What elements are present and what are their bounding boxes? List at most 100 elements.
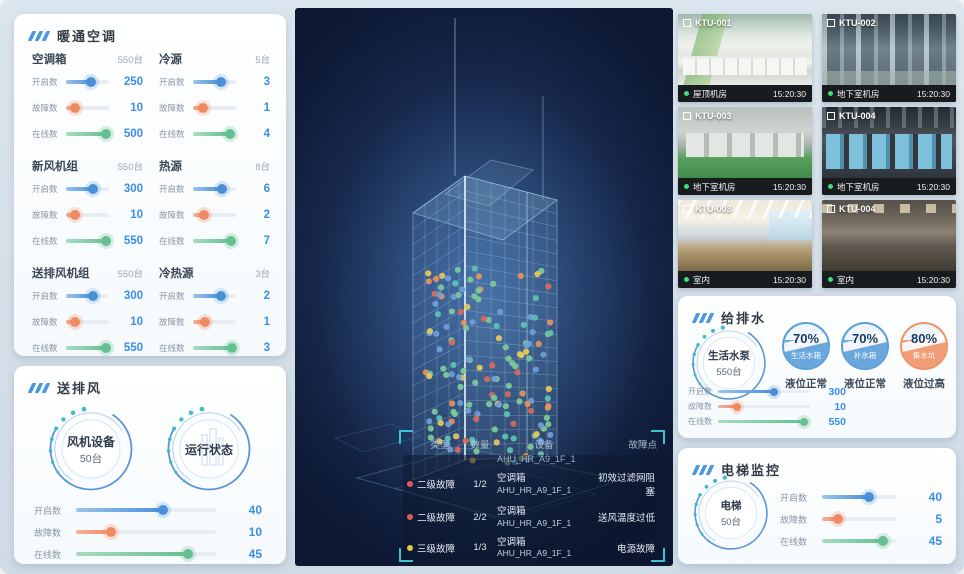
- slider-handle[interactable]: [770, 387, 779, 396]
- slider-track[interactable]: [193, 129, 236, 139]
- slider-track[interactable]: [66, 77, 109, 87]
- device-status-dot: [495, 401, 503, 408]
- slider-track[interactable]: [822, 492, 896, 502]
- camera-tile-KTU-001[interactable]: KTU-001 屋顶机房 15:20:30: [678, 14, 812, 102]
- slider-label: 故障数: [34, 527, 62, 538]
- device-status-dot: [493, 322, 500, 330]
- fault-row[interactable]: 二级故障 1/2 空调箱 AHU_HR_A9_1F_1 初效过滤网阻塞: [403, 466, 661, 502]
- slider-track[interactable]: [66, 236, 112, 246]
- slider-label: 开启数: [32, 291, 58, 301]
- device-status-dot: [485, 316, 492, 324]
- panel-title: 暖通空调: [57, 29, 118, 44]
- device-status-dot: [547, 330, 554, 337]
- building-icon: [201, 427, 224, 466]
- slider-value: 250: [123, 76, 143, 88]
- slider-handle[interactable]: [70, 210, 81, 220]
- slider-handle[interactable]: [833, 514, 844, 524]
- slider-handle[interactable]: [85, 77, 96, 87]
- slider-track[interactable]: [718, 402, 810, 411]
- fault-table-body: AHU_HR_A9_1F_1 二级故障 1/2 空调箱 AHU_HR_A9_1F_1 初效…: [403, 455, 661, 563]
- slider-handle[interactable]: [101, 343, 112, 353]
- slider-track[interactable]: [76, 527, 216, 537]
- slider-track[interactable]: [66, 343, 112, 353]
- slider-track[interactable]: [66, 103, 109, 113]
- slider-value: 2: [263, 290, 270, 302]
- slider-handle[interactable]: [215, 291, 226, 301]
- slider-track[interactable]: [193, 317, 236, 327]
- slider-track[interactable]: [193, 236, 236, 246]
- slider-track[interactable]: [76, 505, 216, 515]
- fault-table: 类型 数量 设备 故障点 AHU_HR_A9_1F_1 二级故障 1/2 空调箱 AHU_HR…: [399, 430, 665, 563]
- gauge-text: 运行状态: [165, 405, 253, 493]
- slider-track[interactable]: [66, 184, 109, 194]
- slider-track[interactable]: [822, 514, 896, 524]
- slider-handle[interactable]: [101, 236, 112, 246]
- slider-track[interactable]: [66, 129, 111, 139]
- slider-handle[interactable]: [70, 103, 81, 113]
- device-status-dot: [519, 390, 526, 397]
- camera-timestamp: 15:20:30: [916, 181, 950, 192]
- device-status-dot: [450, 293, 457, 300]
- slider-handle[interactable]: [216, 77, 227, 87]
- slider-track[interactable]: [822, 536, 896, 546]
- slider-track[interactable]: [66, 210, 109, 220]
- camera-tile-KTU-004[interactable]: KTU-004 地下室机房 15:20:30: [822, 107, 956, 195]
- fault-row-partial: AHU_HR_A9_1F_1: [403, 455, 661, 466]
- device-status-dot: [532, 295, 539, 302]
- slider-handle[interactable]: [217, 184, 228, 194]
- slider-track[interactable]: [193, 291, 236, 301]
- slider-handle[interactable]: [70, 317, 81, 327]
- camera-tile-KTU-003[interactable]: KTU-003 地下室机房 15:20:30: [678, 107, 812, 195]
- slider-track[interactable]: [193, 103, 236, 113]
- camera-tile-KTU-004[interactable]: KTU-004 室内 15:20:30: [822, 200, 956, 288]
- slider-track[interactable]: [193, 184, 236, 194]
- slider-handle[interactable]: [87, 184, 98, 194]
- slider-track[interactable]: [76, 549, 216, 559]
- device-status-dot: [526, 355, 533, 362]
- slider-label: 故障数: [32, 210, 58, 220]
- device-status-dot: [443, 371, 450, 378]
- slider-track[interactable]: [193, 343, 237, 353]
- slider-label: 在线数: [688, 417, 712, 426]
- slider-track[interactable]: [66, 317, 109, 327]
- slider-handle[interactable]: [226, 343, 237, 353]
- slider-handle[interactable]: [733, 402, 742, 411]
- slider-track[interactable]: [718, 387, 810, 396]
- slider-handle[interactable]: [200, 317, 211, 327]
- slider-handle[interactable]: [87, 291, 98, 301]
- slider-handle[interactable]: [198, 210, 209, 220]
- tank-status: 液位正常: [844, 378, 886, 390]
- slider-handle[interactable]: [224, 129, 235, 139]
- device-status-dot: [543, 414, 550, 421]
- device-status-dot: [531, 314, 538, 321]
- slider-handle[interactable]: [106, 527, 116, 537]
- device-status-dot: [523, 348, 530, 355]
- device-status-dot: [431, 408, 438, 415]
- slider-track[interactable]: [718, 417, 810, 426]
- slider-handle[interactable]: [864, 492, 875, 502]
- device-status-dot: [517, 272, 524, 279]
- slider-handle[interactable]: [198, 103, 209, 113]
- slider-handle[interactable]: [799, 417, 808, 426]
- slider-handle[interactable]: [183, 549, 193, 559]
- fan-device-gauge: 风机设备 50台: [47, 405, 135, 493]
- slider-track[interactable]: [193, 77, 236, 87]
- slider-handle[interactable]: [225, 236, 236, 246]
- slider-handle[interactable]: [157, 505, 168, 515]
- slider-handle[interactable]: [877, 536, 888, 546]
- device-status-dot: [486, 401, 493, 408]
- device-status-dot: [528, 407, 535, 414]
- slider-fill: [193, 343, 237, 353]
- water-tanks: 70% 生活水箱 液位正常 70% 补水箱 液位正常 80% 集水坑 液位过高: [782, 322, 948, 391]
- fault-point: 初效过滤网阻塞: [597, 473, 655, 498]
- slider-track[interactable]: [193, 210, 236, 220]
- fault-row[interactable]: 二级故障 2/2 空调箱 AHU_HR_A9_1F_1 送风温度过低: [403, 502, 661, 533]
- device-status-dot: [454, 446, 461, 453]
- slider-handle[interactable]: [100, 129, 111, 139]
- slider-track[interactable]: [66, 291, 109, 301]
- fault-device: 空调箱 AHU_HR_A9_1F_1: [497, 537, 591, 560]
- camera-tile-KTU-002[interactable]: KTU-002 地下室机房 15:20:30: [822, 14, 956, 102]
- fault-row[interactable]: 三级故障 1/3 空调箱 AHU_HR_A9_1F_1 电源故障: [403, 533, 661, 564]
- camera-tile-KTU-003[interactable]: KTU-003 室内 15:20:30: [678, 200, 812, 288]
- elevator-gauge: 电梯 50台: [692, 474, 770, 552]
